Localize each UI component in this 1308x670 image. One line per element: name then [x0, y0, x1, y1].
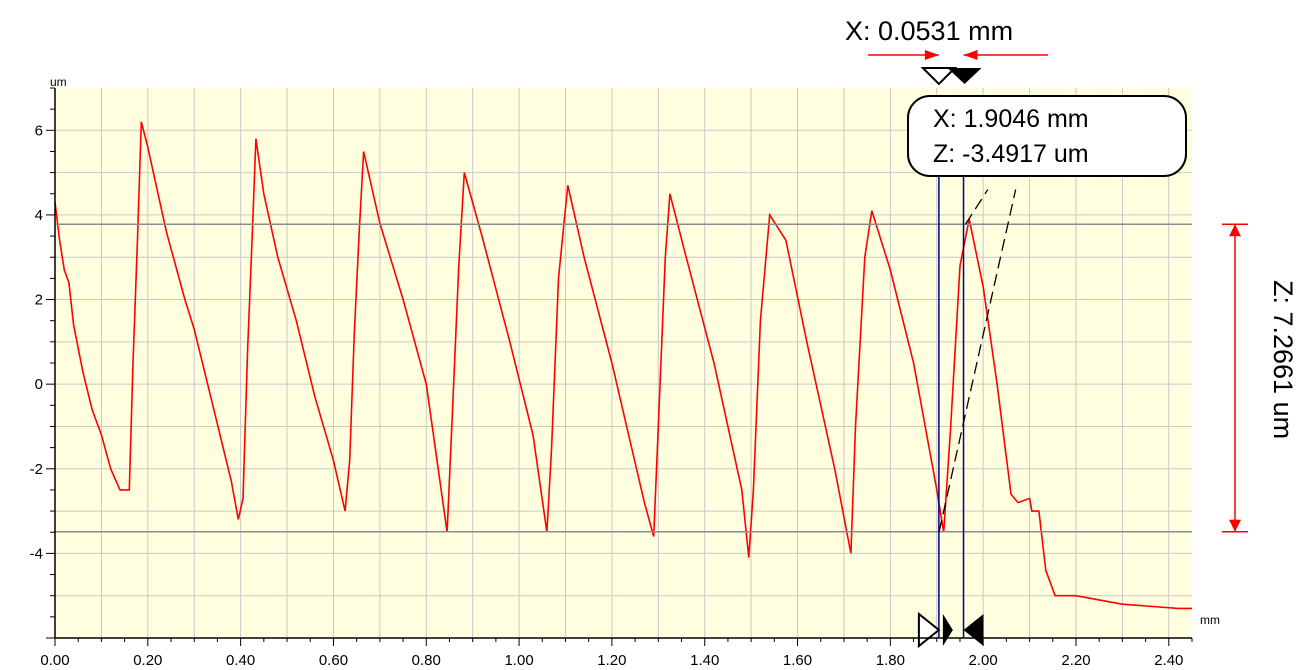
x-tick-label: 1.40	[690, 652, 719, 669]
y-axis-unit: um	[50, 75, 67, 89]
callout-z-value: Z: -3.4917 um	[933, 140, 1089, 168]
cursor-handle-top-left[interactable]	[920, 67, 958, 86]
plot-area	[55, 88, 1192, 638]
x-tick-label: 0.00	[40, 652, 69, 669]
x-tick-label: 0.20	[133, 652, 162, 669]
delta-x-label: X: 0.0531 mm	[845, 16, 1013, 46]
x-tick-label: 2.00	[969, 652, 998, 669]
x-tick-label: 0.80	[412, 652, 441, 669]
y-tick-label: -4	[30, 545, 43, 562]
x-tick-label: 2.20	[1061, 652, 1090, 669]
x-tick-label: 2.40	[1154, 652, 1183, 669]
profile-line	[54, 121, 1192, 610]
y-tick-label: 0	[35, 376, 43, 393]
y-tick-label: 6	[35, 122, 43, 139]
callout-box	[907, 95, 1187, 177]
x-tick-label: 1.60	[783, 652, 812, 669]
dashed-guide	[938, 189, 1017, 532]
delta-z-arrowhead	[1229, 519, 1241, 532]
delta-z-arrowhead	[1229, 224, 1241, 237]
x-axis-unit: mm	[1200, 613, 1220, 627]
y-tick-label: -2	[30, 461, 43, 478]
x-tick-label: 0.40	[226, 652, 255, 669]
cursor-handle-top-right[interactable]	[947, 68, 982, 84]
x-tick-label: 1.20	[597, 652, 626, 669]
callout-x-value: X: 1.9046 mm	[933, 105, 1089, 133]
delta-x-arrowhead	[963, 50, 978, 60]
delta-z-label: Z: 7.2661 um	[1268, 280, 1298, 439]
dashed-guide	[964, 189, 989, 225]
x-tick-label: 1.80	[876, 652, 905, 669]
x-tick-label: 1.00	[504, 652, 533, 669]
x-tick-label: 0.60	[319, 652, 348, 669]
cursor-callout[interactable]: X: 1.9046 mm Z: -3.4917 um	[907, 95, 1187, 177]
delta-x-arrowhead	[924, 50, 939, 60]
y-tick-label: 2	[35, 292, 43, 309]
profile-series	[54, 121, 1192, 610]
grid	[55, 88, 1192, 638]
y-tick-label: 4	[35, 207, 43, 224]
axes: 6 4 2 0 -2 -4 0.00 0.20 0.40 0.60 0.80 1.00 1.20 1.40…	[30, 87, 1193, 669]
